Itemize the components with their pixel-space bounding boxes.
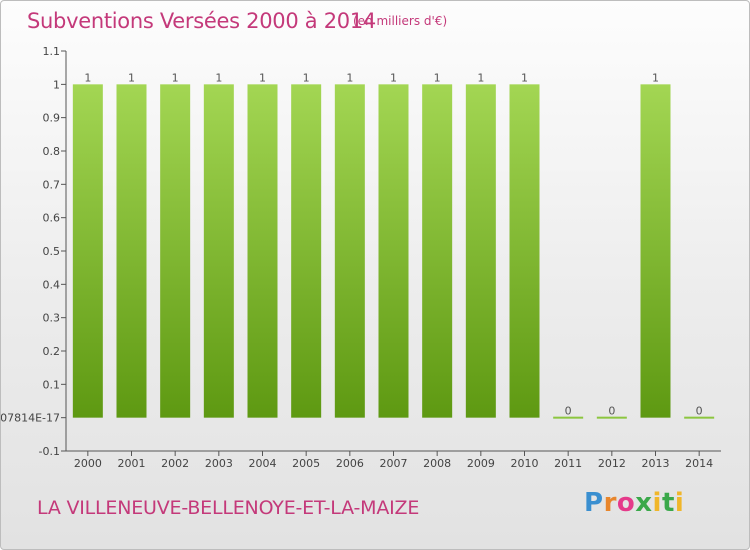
y-axis: -0.1 1.3877787807814E-17 0.1 0.2 0.3 0.4 0.5 0.… bbox=[1, 45, 67, 458]
x-tick-label: 2000 bbox=[74, 457, 102, 470]
y-tick-label: 0.4 bbox=[43, 278, 61, 291]
bar-2014 bbox=[684, 416, 715, 419]
chart-title: Subventions Versées 2000 à 2014 bbox=[27, 9, 376, 33]
bars bbox=[72, 84, 715, 419]
x-tick-label: 2005 bbox=[292, 457, 320, 470]
data-labels: 1 1 1 1 1 1 1 1 1 1 1 0 0 1 0 bbox=[84, 71, 702, 417]
y-tick-label: 0.7 bbox=[43, 178, 61, 191]
data-label-2010: 1 bbox=[521, 71, 528, 84]
x-tick-label: 2006 bbox=[336, 457, 364, 470]
bar-2004 bbox=[247, 84, 278, 418]
y-tick-label: 0.9 bbox=[43, 112, 61, 125]
data-label-2012: 0 bbox=[608, 405, 615, 418]
bar-2002 bbox=[160, 84, 191, 418]
data-label-2004: 1 bbox=[259, 71, 266, 84]
data-label-2005: 1 bbox=[303, 71, 310, 84]
commune-name: LA VILLENEUVE-BELLENOYE-ET-LA-MAIZE bbox=[37, 497, 420, 519]
x-tick-label: 2011 bbox=[554, 457, 582, 470]
data-label-2000: 1 bbox=[84, 71, 91, 84]
data-label-2001: 1 bbox=[128, 71, 135, 84]
x-tick-label: 2002 bbox=[161, 457, 189, 470]
y-tick-label: 0.3 bbox=[43, 312, 61, 325]
data-label-2007: 1 bbox=[390, 71, 397, 84]
proxiti-logo[interactable]: Proxiti bbox=[584, 488, 685, 518]
bar-2013 bbox=[640, 84, 671, 418]
data-label-2008: 1 bbox=[434, 71, 441, 84]
x-tick-label: 2003 bbox=[205, 457, 233, 470]
bar-2003 bbox=[203, 84, 234, 418]
y-tick-label: 1.3877787807814E-17 bbox=[1, 412, 60, 425]
bar-2010 bbox=[509, 84, 540, 418]
y-tick-label: 1.1 bbox=[43, 45, 61, 58]
y-tick-label: 0.1 bbox=[43, 378, 61, 391]
bar-2001 bbox=[116, 84, 147, 418]
x-tick-label: 2014 bbox=[685, 457, 713, 470]
chart-unit: (en milliers d'€) bbox=[353, 14, 448, 28]
x-tick-label: 2009 bbox=[467, 457, 495, 470]
y-tick-label: 0.2 bbox=[43, 345, 61, 358]
bar-2007 bbox=[378, 84, 409, 418]
x-tick-label: 2007 bbox=[380, 457, 408, 470]
data-label-2014: 0 bbox=[696, 405, 703, 418]
data-label-2002: 1 bbox=[172, 71, 179, 84]
bar-2012 bbox=[596, 416, 627, 419]
data-label-2013: 1 bbox=[652, 71, 659, 84]
y-tick-label: 0.6 bbox=[43, 212, 61, 225]
x-axis: 2000 2001 2002 2003 2004 2005 2006 2007 2008 2009… bbox=[66, 450, 721, 470]
bar-2000 bbox=[72, 84, 103, 418]
x-tick-label: 2012 bbox=[598, 457, 626, 470]
x-tick-label: 2004 bbox=[249, 457, 277, 470]
bar-2005 bbox=[291, 84, 322, 418]
bar-2006 bbox=[334, 84, 365, 418]
y-tick-label: 0.8 bbox=[43, 145, 61, 158]
y-tick-label: 1 bbox=[53, 78, 60, 91]
x-tick-label: 2010 bbox=[511, 457, 539, 470]
bar-2011 bbox=[553, 416, 584, 419]
bar-2008 bbox=[422, 84, 453, 418]
data-label-2011: 0 bbox=[565, 405, 572, 418]
data-label-2003: 1 bbox=[215, 71, 222, 84]
data-label-2009: 1 bbox=[477, 71, 484, 84]
x-tick-label: 2001 bbox=[118, 457, 146, 470]
bar-2009 bbox=[465, 84, 496, 418]
y-tick-label: 0.5 bbox=[43, 245, 61, 258]
data-label-2006: 1 bbox=[346, 71, 353, 84]
x-tick-label: 2013 bbox=[642, 457, 670, 470]
y-tick-label: -0.1 bbox=[39, 445, 60, 458]
x-tick-label: 2008 bbox=[423, 457, 451, 470]
